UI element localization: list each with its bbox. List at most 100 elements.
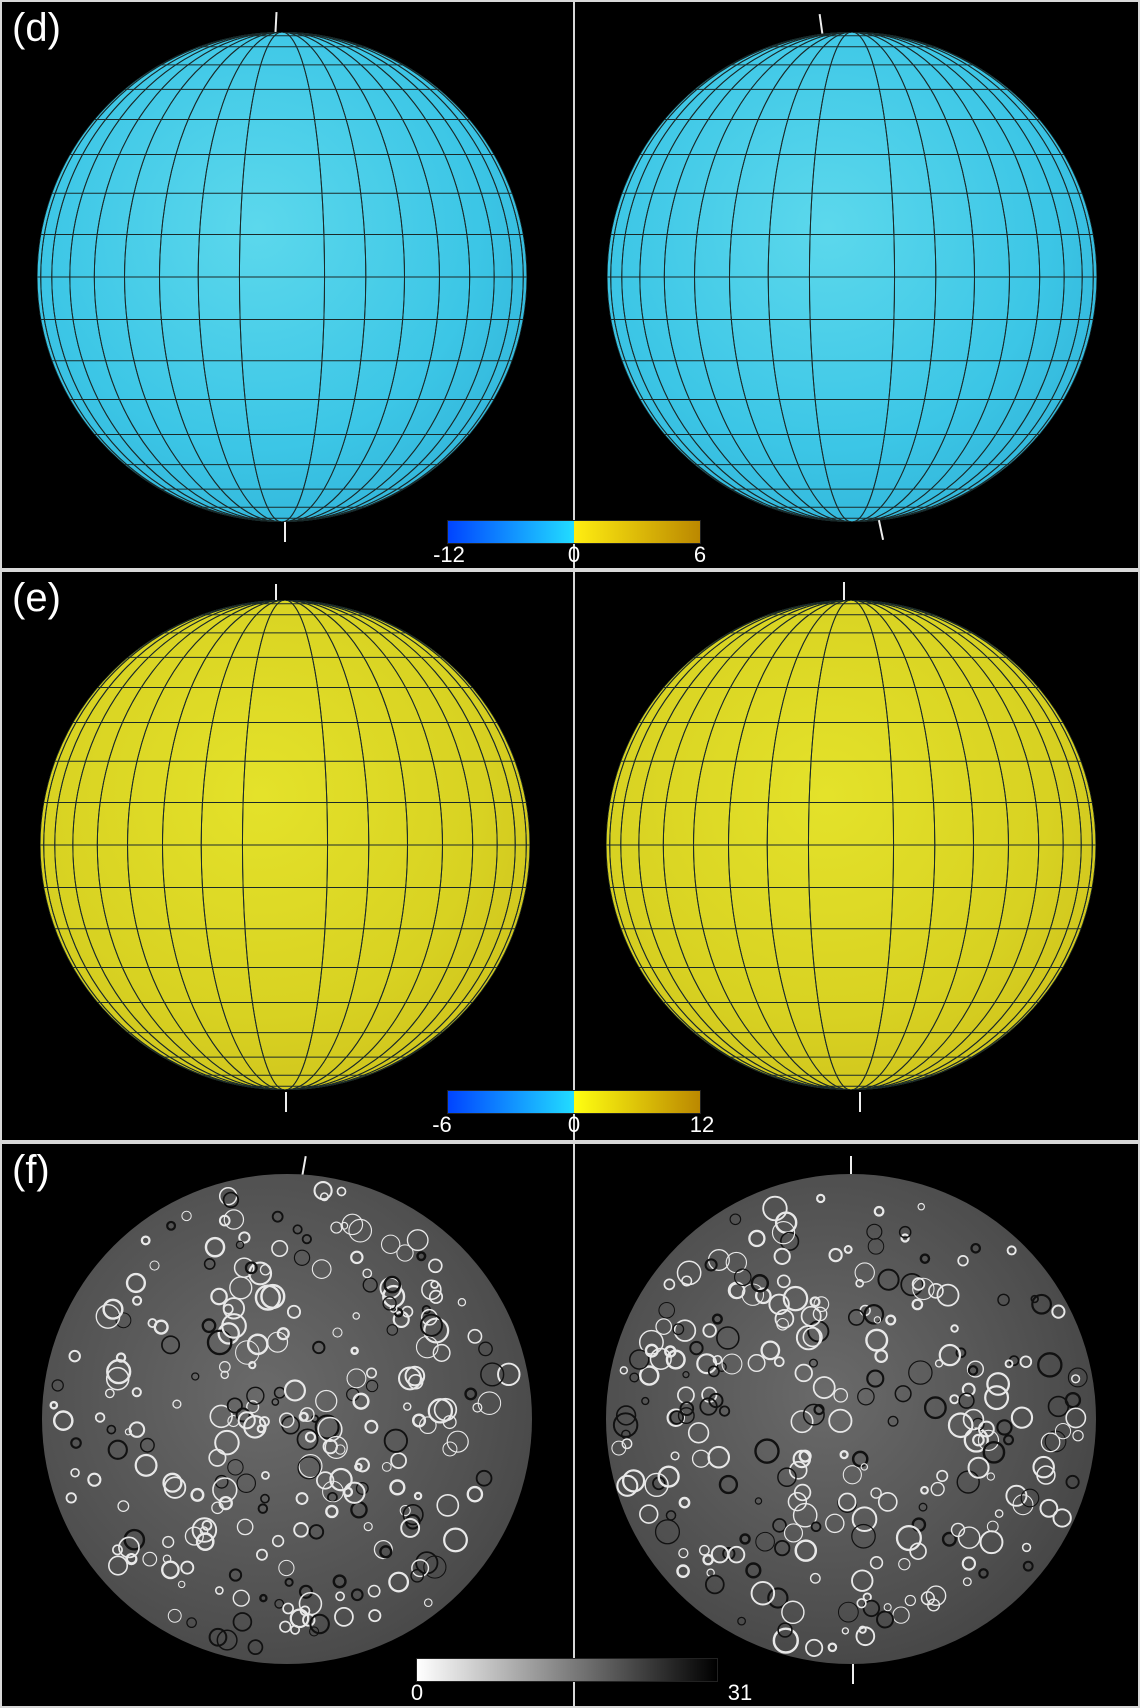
crater-rim: [350, 1250, 364, 1265]
crater-rim: [108, 1555, 129, 1576]
crater-rim: [843, 1245, 853, 1254]
crater-rim: [908, 1360, 933, 1385]
crater-rim: [842, 1465, 862, 1485]
crater-rim: [748, 1229, 766, 1248]
crater-rim: [335, 1444, 346, 1455]
crater-rim: [794, 1363, 813, 1383]
crater-rim: [149, 1260, 160, 1271]
crater-rim: [677, 1386, 695, 1405]
crater-rim: [807, 1320, 830, 1343]
crater-rim: [477, 1391, 502, 1415]
crater-rim: [271, 1210, 284, 1223]
crater-rim: [812, 1306, 828, 1322]
crater-rim: [883, 1603, 892, 1612]
crater-rim: [615, 1405, 637, 1426]
crater-rim: [644, 1472, 669, 1498]
rotation-axis-marker: [850, 1156, 852, 1176]
crater-rim: [984, 1385, 1010, 1411]
crater-rim: [673, 1319, 697, 1342]
crater-rim: [1004, 1359, 1014, 1369]
crater-rim: [233, 1257, 255, 1279]
crater-rim: [894, 1385, 912, 1403]
crater-rim: [919, 1253, 931, 1264]
crater-rim: [106, 1359, 132, 1385]
colorbar-tick-label: 0: [410, 1680, 424, 1705]
crater-rim: [828, 1247, 843, 1263]
crater-rim: [278, 1559, 295, 1577]
crater-rim: [365, 1379, 379, 1393]
crater-rim: [629, 1349, 650, 1370]
crater-rim: [317, 1416, 343, 1442]
crater-rim: [958, 1392, 975, 1409]
colorbar: [447, 1090, 701, 1114]
crater-rim: [873, 1316, 882, 1324]
crater-rim: [161, 1335, 181, 1355]
crater-rim: [689, 1340, 704, 1356]
crater-rim: [215, 1586, 224, 1595]
crater-rim: [678, 1547, 689, 1559]
crater-rim: [442, 1415, 457, 1430]
graticule: [607, 32, 1097, 522]
crater-rim: [232, 1612, 253, 1632]
crater-rim: [134, 1453, 158, 1477]
crater-rim: [368, 1609, 382, 1623]
crater-rim: [629, 1372, 640, 1383]
rotation-axis-marker: [285, 1092, 287, 1112]
crater-rim: [341, 1213, 364, 1236]
longitude-line: [241, 600, 329, 1090]
panel-label: (e): [12, 576, 61, 620]
crater-rim: [162, 1554, 172, 1564]
crater-rim: [259, 1264, 272, 1276]
rotation-axis-marker: [859, 1092, 861, 1112]
crater-rim: [663, 1278, 676, 1291]
crater-rim: [877, 1492, 898, 1512]
crater-rim: [191, 1517, 218, 1543]
crater-rim: [314, 1414, 340, 1440]
crater-rim: [411, 1559, 430, 1578]
crater-rim: [238, 1231, 251, 1244]
rotation-axis-marker: [877, 520, 885, 540]
crater-rim: [918, 1502, 928, 1512]
colorbar-tick-label: 12: [689, 1112, 715, 1137]
crater-rim: [825, 1513, 845, 1534]
longitude-line: [662, 600, 1040, 1090]
crater-rim: [771, 1221, 796, 1245]
graticule: [40, 600, 530, 1090]
crater-rim: [1019, 1355, 1033, 1369]
crater-rim: [794, 1539, 818, 1562]
crater-rim: [710, 1545, 730, 1564]
crater-rim: [427, 1398, 454, 1424]
crater-rim: [332, 1327, 343, 1338]
crater-rim: [381, 1461, 392, 1472]
crater-rim: [324, 1435, 348, 1459]
crater-rim: [938, 1343, 962, 1367]
crater-rim: [399, 1505, 411, 1517]
crater-rim: [928, 1283, 944, 1299]
crater-rim: [364, 1419, 379, 1434]
crater-rim: [851, 1523, 876, 1549]
crater-rim: [863, 1303, 885, 1325]
crater-rim: [962, 1577, 972, 1587]
crater-rim: [296, 1428, 319, 1451]
crater-rim: [393, 1307, 404, 1318]
crater-rim: [1037, 1352, 1063, 1378]
crater-rim: [236, 1518, 254, 1536]
crater-rim: [366, 1367, 378, 1379]
crater-rim: [131, 1387, 142, 1398]
crater-rim: [810, 1521, 822, 1533]
crater-rim: [774, 1539, 791, 1557]
crater-rim: [967, 1365, 979, 1376]
crater-rim: [206, 1329, 233, 1356]
colorbar-tick-label: -6: [432, 1112, 452, 1137]
crater-rim: [892, 1606, 910, 1624]
crater-rim: [777, 1467, 797, 1487]
crater-rim: [707, 1365, 720, 1378]
crater-rim: [616, 1474, 639, 1497]
crater-rim: [923, 1396, 947, 1420]
crater-rim: [383, 1428, 409, 1453]
longitude-line: [40, 32, 524, 522]
crater-rim: [612, 1412, 639, 1438]
crater-rim: [970, 1242, 981, 1254]
crater-rim: [203, 1258, 216, 1270]
crater-rim: [350, 1501, 368, 1519]
